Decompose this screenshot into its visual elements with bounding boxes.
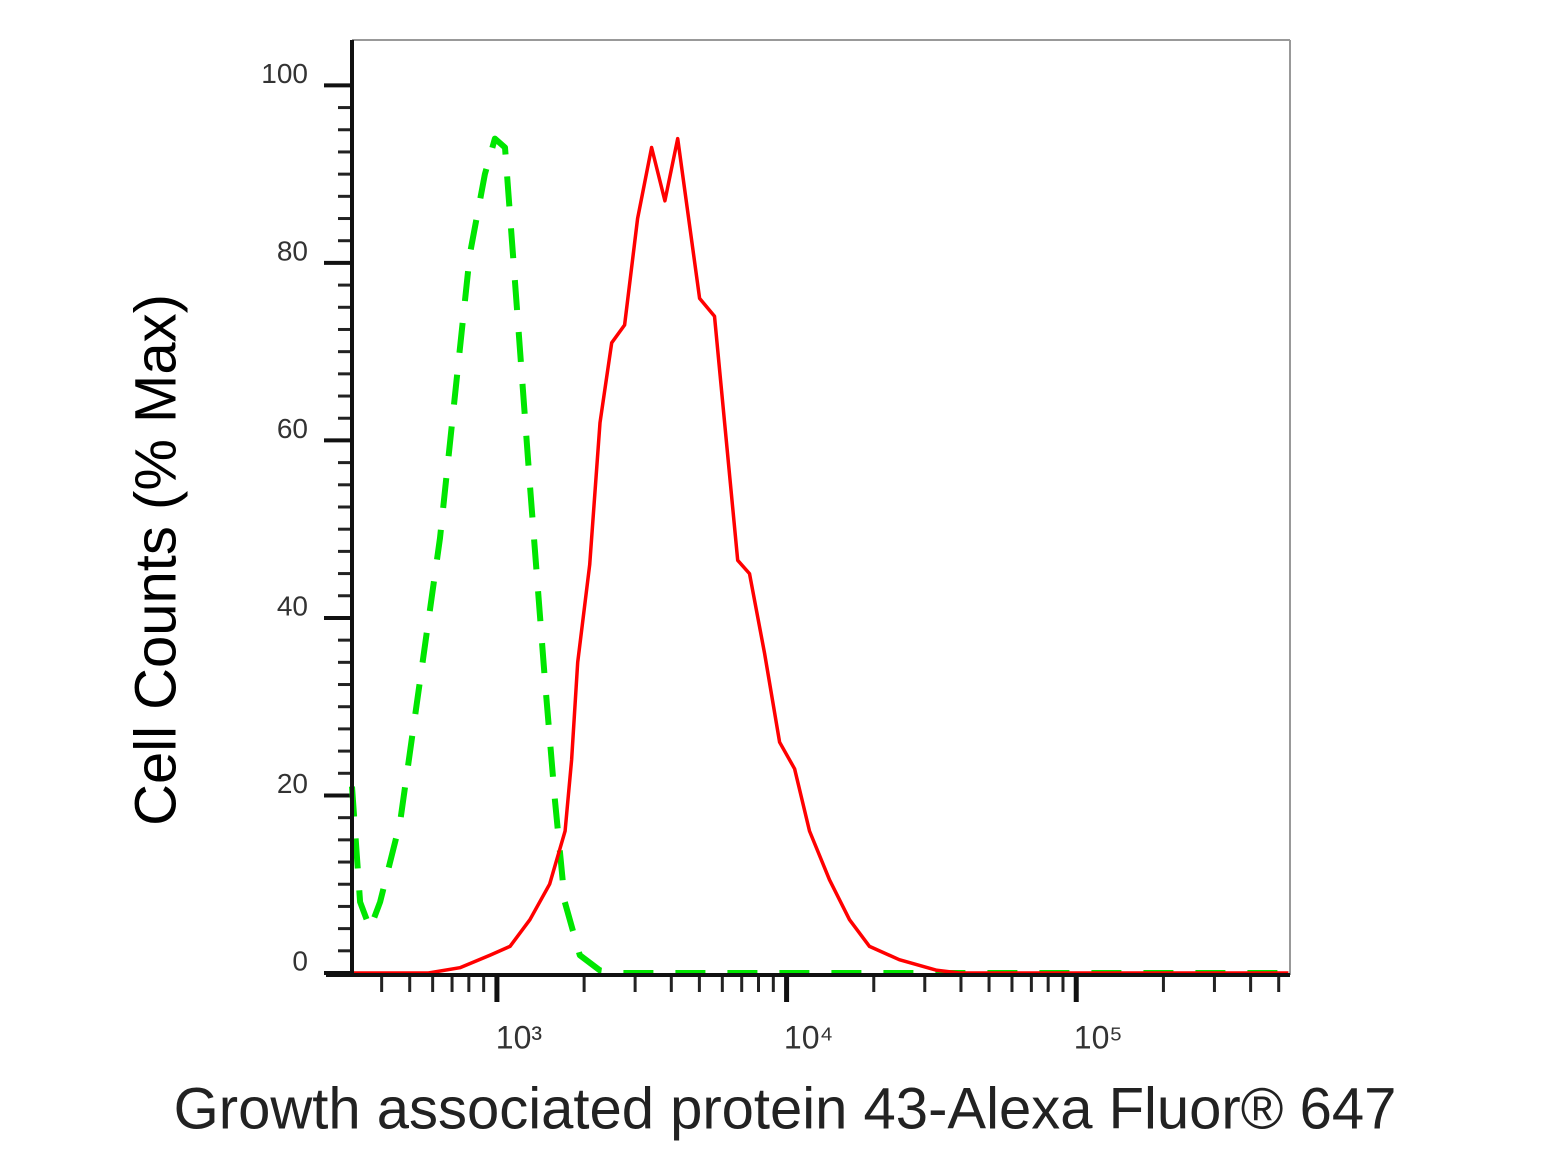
x-tick-label: 10⁵ bbox=[1074, 1019, 1123, 1055]
x-tick-label: 10³ bbox=[496, 1019, 543, 1055]
y-tick-label: 80 bbox=[277, 235, 308, 266]
y-tick-label: 60 bbox=[277, 413, 308, 444]
x-axis-title: Growth associated protein 43-Alexa Fluor… bbox=[174, 1076, 1397, 1141]
y-tick-label: 20 bbox=[277, 768, 308, 799]
y-tick-label: 40 bbox=[277, 590, 308, 621]
y-axis-title: Cell Counts (% Max) bbox=[123, 294, 188, 826]
series-line bbox=[349, 135, 1289, 976]
series-line bbox=[352, 136, 1289, 975]
y-tick-label: 100 bbox=[261, 58, 308, 89]
x-tick-label: 10⁴ bbox=[784, 1019, 833, 1055]
y-tick-label: 0 bbox=[292, 945, 308, 976]
